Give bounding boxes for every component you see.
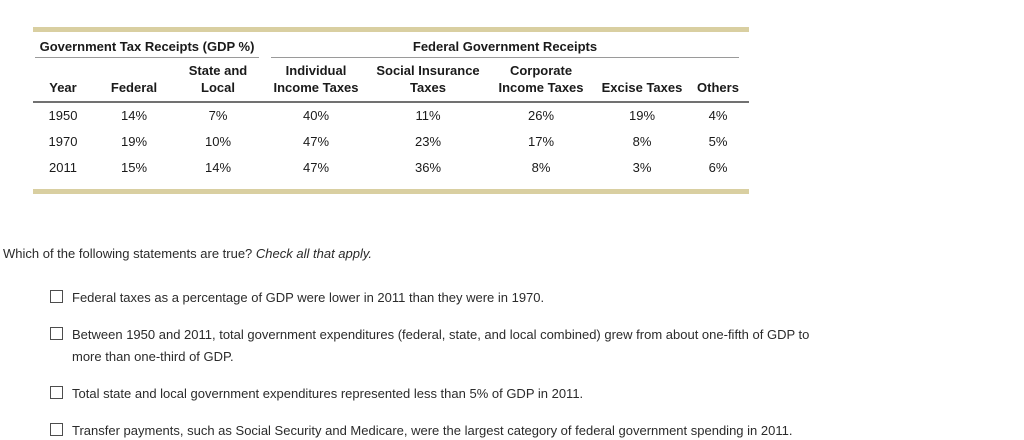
col-header-state-local: State and Local [175, 58, 261, 103]
cell-corporate-income: 26% [527, 108, 555, 123]
option-3-label: Total state and local government expendi… [72, 386, 584, 401]
cell-year: 2011 [49, 159, 77, 175]
cell-excise: 19% [628, 108, 656, 123]
option-1-label: Federal taxes as a percentage of GDP wer… [72, 290, 545, 305]
cell-state-local: 14% [204, 159, 232, 175]
table-row-1970: 1970 19% 10% 47% 23% 17% 8% 5% [33, 128, 749, 154]
table-row-2011: 2011 15% 14% 47% 36% 8% 3% 6% [33, 154, 749, 180]
cell-excise: 3% [632, 159, 652, 175]
table-row-1950: 1950 14% 7% 40% 11% 26% 19% 4% [33, 102, 749, 128]
col-header-corporate-income: Corporate Income Taxes [485, 58, 597, 103]
question-prompt: Which of the following statements are tr… [3, 246, 1024, 261]
cell-others: 4% [708, 108, 728, 123]
group-header-gdp: Government Tax Receipts (GDP %) [33, 39, 261, 58]
col-header-federal: Federal [93, 58, 175, 103]
cell-individual-income: 47% [302, 133, 330, 149]
question-instruction: Check all that apply. [255, 246, 373, 261]
question-prompt-text: Which of the following statements are tr… [3, 246, 253, 261]
column-header-row: Year Federal State and Local Individual … [33, 58, 750, 103]
cell-state-local: 10% [204, 133, 232, 149]
answer-option-4: Transfer payments, such as Social Securi… [50, 420, 1024, 440]
option-4-checkbox[interactable] [50, 423, 63, 436]
cell-federal: 19% [120, 133, 148, 149]
cell-corporate-income: 8% [531, 159, 551, 175]
cell-individual-income: 47% [302, 159, 330, 175]
cell-state-local: 7% [208, 108, 228, 123]
cell-excise: 8% [632, 133, 652, 149]
answer-option-3: Total state and local government expendi… [50, 383, 1024, 405]
answer-option-2: Between 1950 and 2011, total government … [50, 324, 1024, 368]
group-header-gdp-label: Government Tax Receipts (GDP %) [35, 39, 259, 58]
cell-others: 5% [708, 133, 728, 149]
col-header-year: Year [33, 58, 93, 103]
bottom-accent-bar [33, 189, 749, 194]
cell-social-insurance: 11% [415, 108, 441, 123]
tax-receipts-table: Government Tax Receipts (GDP %) Federal … [33, 39, 750, 180]
cell-individual-income: 40% [302, 108, 330, 123]
cell-others: 6% [708, 159, 728, 175]
cell-year: 1970 [48, 133, 78, 149]
option-1-checkbox[interactable] [50, 290, 63, 303]
option-3-checkbox[interactable] [50, 386, 63, 399]
option-2-checkbox[interactable] [50, 327, 63, 340]
cell-social-insurance: 23% [414, 133, 442, 149]
cell-federal: 15% [120, 159, 148, 175]
group-header-federal-label: Federal Government Receipts [271, 39, 740, 58]
answer-options-list: Federal taxes as a percentage of GDP wer… [50, 287, 1024, 440]
group-header-federal: Federal Government Receipts [261, 39, 749, 58]
cell-corporate-income: 17% [527, 133, 555, 149]
top-accent-bar [33, 27, 749, 32]
tax-receipts-panel: Government Tax Receipts (GDP %) Federal … [33, 27, 750, 194]
group-header-row: Government Tax Receipts (GDP %) Federal … [33, 39, 749, 58]
cell-social-insurance: 36% [414, 159, 442, 175]
cell-year: 1950 [48, 108, 78, 123]
option-4-label: Transfer payments, such as Social Securi… [72, 423, 793, 438]
col-header-social-insurance: Social Insurance Taxes [371, 58, 485, 103]
option-2-label: Between 1950 and 2011, total government … [72, 327, 810, 364]
col-header-individual-income: Individual Income Taxes [261, 58, 371, 103]
col-header-excise: Excise Taxes [597, 58, 687, 103]
answer-option-1: Federal taxes as a percentage of GDP wer… [50, 287, 1024, 309]
col-header-others: Others [687, 58, 750, 103]
cell-federal: 14% [120, 108, 148, 123]
